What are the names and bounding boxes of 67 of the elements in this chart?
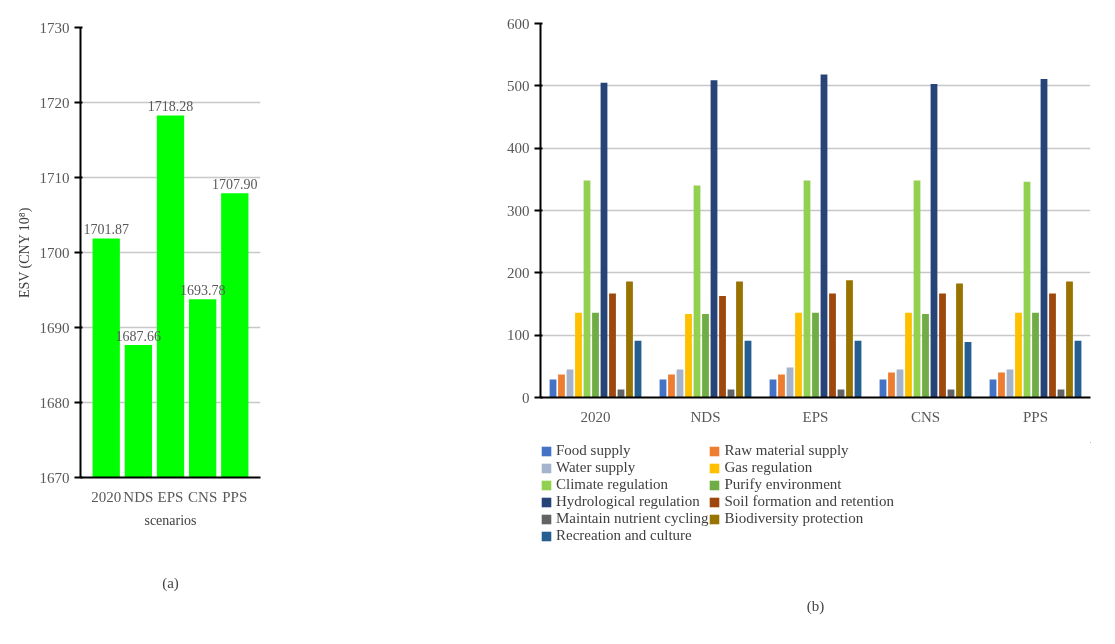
bar <box>998 372 1005 398</box>
bar <box>846 280 853 398</box>
y-tick-label: 1710 <box>39 169 70 186</box>
data-label: 1707.90 <box>212 177 258 193</box>
legend-label: Climate regulation <box>556 476 669 493</box>
y-tick-label: 1670 <box>39 469 70 486</box>
bar <box>888 372 895 398</box>
x-axis-title: scenarios <box>144 512 197 528</box>
legend-label: Recreation and culture <box>556 527 692 544</box>
bar <box>812 312 819 398</box>
y-tick-label: 200 <box>507 264 530 281</box>
text: (b) <box>806 597 825 615</box>
bar <box>922 313 929 398</box>
y-tick-label: 300 <box>507 202 530 219</box>
legend-label: Biodiversity protection <box>724 510 864 527</box>
x-tick-label: EPS <box>157 488 184 505</box>
y-tick-label: 600 <box>507 15 530 32</box>
bar <box>609 293 616 398</box>
bar <box>939 293 946 398</box>
legend-label: Maintain nutrient cycling <box>556 510 709 527</box>
bar <box>1032 312 1039 398</box>
bar <box>829 293 836 398</box>
bar <box>558 374 565 398</box>
y-tick-label: 0 <box>522 389 530 406</box>
x-tick-label: NDS <box>690 408 721 425</box>
x-tick-label: PPS <box>1022 408 1049 425</box>
bar <box>956 283 963 398</box>
legend-label: Hydrological regulation <box>556 493 700 510</box>
y-axis-title: ESV (CNY 10⁸) <box>16 207 33 299</box>
y-tick-label: 1730 <box>39 19 70 36</box>
x-tick-label: CNS <box>910 408 941 425</box>
bar <box>905 312 912 398</box>
bar <box>702 313 709 398</box>
x-tick-label: 2020 <box>580 408 611 425</box>
y-tick-label: 100 <box>507 327 530 344</box>
x-tick-label: NDS <box>123 488 154 505</box>
bar <box>795 312 802 398</box>
y-tick-label: 400 <box>507 140 530 157</box>
bar <box>1066 281 1073 398</box>
x-tick-label: 2020 <box>91 488 122 505</box>
bar <box>685 313 692 398</box>
y-tick-label: 500 <box>507 77 530 94</box>
data-label: 1701.87 <box>83 222 129 238</box>
bar <box>1049 293 1056 398</box>
legend-label: Purify environment <box>724 476 842 493</box>
bar <box>668 374 675 398</box>
x-tick-label: CNS <box>188 488 218 505</box>
bar <box>626 281 633 398</box>
bar <box>736 281 743 398</box>
legend-label: Raw material supply <box>724 442 849 459</box>
legend-label: Gas regulation <box>724 459 813 476</box>
x-tick-label: PPS <box>222 488 248 505</box>
legend-label: Soil formation and retention <box>724 493 895 510</box>
y-tick-label: 1700 <box>39 244 70 261</box>
y-tick-label: 1690 <box>39 319 70 336</box>
bar <box>1015 312 1022 398</box>
text: (a) <box>162 575 179 592</box>
x-tick-label: EPS <box>802 408 829 425</box>
bar <box>575 312 582 398</box>
data-label: 1718.28 <box>147 99 194 115</box>
bar <box>592 312 599 398</box>
bar <box>778 374 785 398</box>
y-tick-label: 1720 <box>39 94 70 111</box>
legend-label: Water supply <box>556 459 636 476</box>
bar <box>719 295 726 398</box>
y-tick-label: 1680 <box>39 394 70 411</box>
legend-label: Food supply <box>556 442 631 459</box>
